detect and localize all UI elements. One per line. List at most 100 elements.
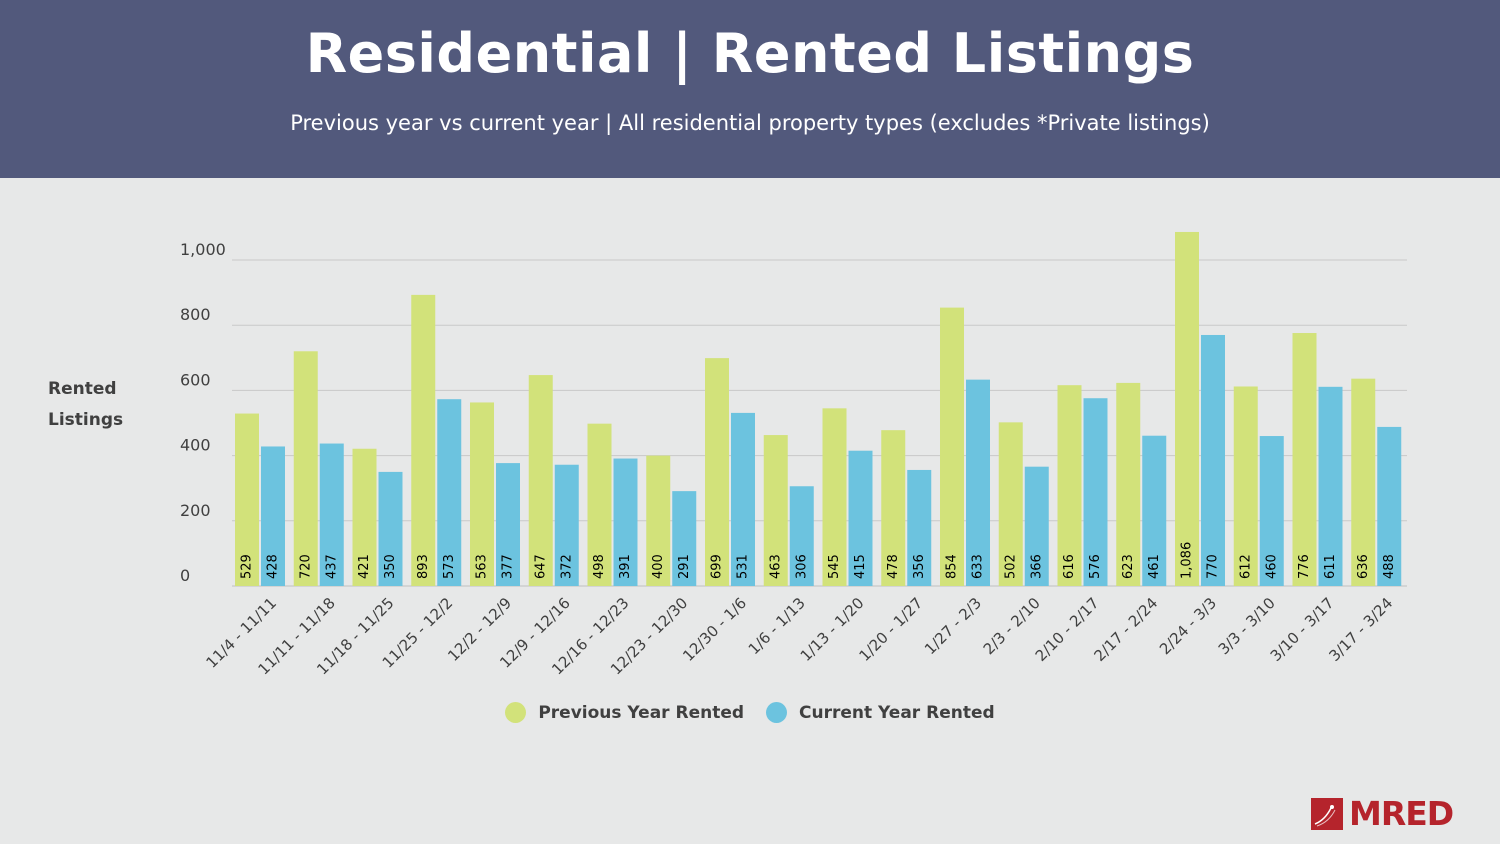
- bar-previous-18: [1292, 333, 1317, 586]
- data-label-previous: 776: [1297, 554, 1312, 579]
- data-label-current: 437: [324, 554, 339, 579]
- bar-current-5: [554, 464, 579, 586]
- data-label-previous: 893: [416, 554, 431, 579]
- bar-previous-15: [1116, 382, 1141, 586]
- bar-previous-5: [528, 375, 553, 586]
- legend-item-current: Current Year Rented: [766, 702, 995, 723]
- bar-previous-1: [293, 351, 318, 586]
- data-label-previous: 699: [710, 554, 725, 579]
- bar-current-0: [261, 446, 285, 586]
- bar-previous-7: [646, 455, 671, 586]
- bar-current-7: [672, 491, 697, 586]
- data-label-current: 576: [1088, 554, 1103, 579]
- data-label-previous: 400: [651, 554, 666, 579]
- logo-mark-icon: [1311, 798, 1343, 830]
- x-tick-label: 2/24 - 3/3: [1156, 594, 1220, 658]
- data-label-current: 633: [971, 554, 986, 579]
- bar-previous-11: [881, 430, 906, 586]
- logo-text: MRED: [1349, 794, 1454, 833]
- data-label-previous: 563: [475, 554, 490, 579]
- x-tick-label: 3/17 - 3/24: [1325, 594, 1396, 665]
- legend-item-previous: Previous Year Rented: [505, 702, 744, 723]
- data-label-previous: 1,086: [1180, 542, 1195, 579]
- x-tick-label: 1/27 - 2/3: [921, 594, 985, 658]
- legend-label-previous: Previous Year Rented: [538, 702, 745, 723]
- legend-swatch-current: [766, 702, 788, 723]
- bar-current-17: [1259, 436, 1284, 586]
- bar-current-15: [1142, 435, 1167, 586]
- data-label-current: 391: [618, 554, 633, 579]
- bar-current-2: [378, 471, 403, 586]
- data-label-previous: 720: [298, 554, 313, 579]
- data-label-previous: 498: [592, 554, 607, 579]
- bar-previous-13: [998, 422, 1023, 586]
- bar-previous-3: [411, 294, 436, 586]
- y-tick-label: 800: [180, 305, 211, 324]
- x-tick-label: 2/17 - 2/24: [1090, 594, 1161, 665]
- bar-current-11: [907, 469, 932, 586]
- data-label-current: 461: [1147, 554, 1162, 579]
- data-label-current: 770: [1206, 554, 1221, 579]
- data-label-previous: 616: [1062, 554, 1077, 579]
- y-tick-label: 1,000: [180, 240, 226, 259]
- bar-current-3: [437, 399, 462, 586]
- data-label-previous: 421: [357, 554, 372, 579]
- data-label-current: 415: [853, 554, 868, 579]
- data-label-current: 488: [1382, 554, 1397, 579]
- bar-current-8: [731, 412, 755, 586]
- data-label-current: 291: [677, 554, 692, 579]
- bar-current-16: [1201, 334, 1225, 586]
- page-title: Residential | Rented Listings: [305, 22, 1195, 85]
- data-label-previous: 463: [768, 554, 783, 579]
- bar-previous-14: [1057, 385, 1082, 586]
- bar-previous-0: [235, 413, 259, 586]
- legend-swatch-previous: [505, 702, 527, 723]
- bar-previous-8: [705, 358, 729, 586]
- x-tick-label: 1/20 - 1/27: [855, 594, 926, 665]
- bar-previous-16: [1175, 231, 1199, 587]
- data-label-previous: 647: [533, 554, 548, 579]
- data-label-current: 366: [1029, 554, 1044, 579]
- bar-current-14: [1083, 398, 1108, 586]
- page-subtitle: Previous year vs current year | All resi…: [290, 111, 1210, 135]
- bar-current-13: [1024, 466, 1049, 586]
- mred-logo: MRED: [1311, 794, 1454, 833]
- legend-label-current: Current Year Rented: [799, 702, 995, 723]
- bar-current-1: [319, 443, 344, 586]
- x-tick-label: 12/30 - 1/6: [679, 594, 750, 665]
- data-label-current: 377: [501, 554, 516, 579]
- bar-previous-19: [1351, 378, 1376, 586]
- data-label-current: 460: [1264, 554, 1279, 579]
- bar-current-19: [1377, 426, 1402, 586]
- data-label-current: 531: [736, 554, 751, 579]
- bar-current-6: [613, 458, 638, 586]
- legend: Previous Year Rented Current Year Rented: [0, 702, 1500, 723]
- y-tick-label: 400: [180, 436, 211, 455]
- data-label-previous: 529: [240, 554, 255, 579]
- data-label-previous: 636: [1356, 554, 1371, 579]
- y-tick-label: 0: [180, 566, 190, 585]
- bar-previous-10: [822, 408, 847, 586]
- bar-current-12: [966, 379, 990, 586]
- bar-current-18: [1318, 386, 1343, 586]
- header-banner: Residential | Rented Listings Previous y…: [0, 0, 1500, 178]
- y-axis-title: Rented Listings: [48, 374, 158, 436]
- data-label-current: 306: [794, 554, 809, 579]
- bar-current-10: [848, 450, 873, 586]
- bar-previous-6: [587, 423, 612, 586]
- data-label-current: 372: [559, 554, 574, 579]
- data-label-previous: 478: [886, 554, 901, 579]
- bar-previous-12: [940, 307, 964, 586]
- data-label-previous: 854: [945, 554, 960, 579]
- y-tick-label: 600: [180, 370, 211, 389]
- bar-current-4: [496, 463, 520, 586]
- data-label-previous: 623: [1121, 554, 1136, 579]
- bar-previous-2: [352, 448, 377, 586]
- data-label-previous: 545: [827, 554, 842, 579]
- data-label-previous: 502: [1003, 554, 1018, 579]
- bar-current-9: [789, 486, 814, 586]
- data-label-current: 428: [266, 554, 281, 579]
- bar-previous-4: [470, 402, 494, 586]
- bar-previous-17: [1233, 386, 1258, 586]
